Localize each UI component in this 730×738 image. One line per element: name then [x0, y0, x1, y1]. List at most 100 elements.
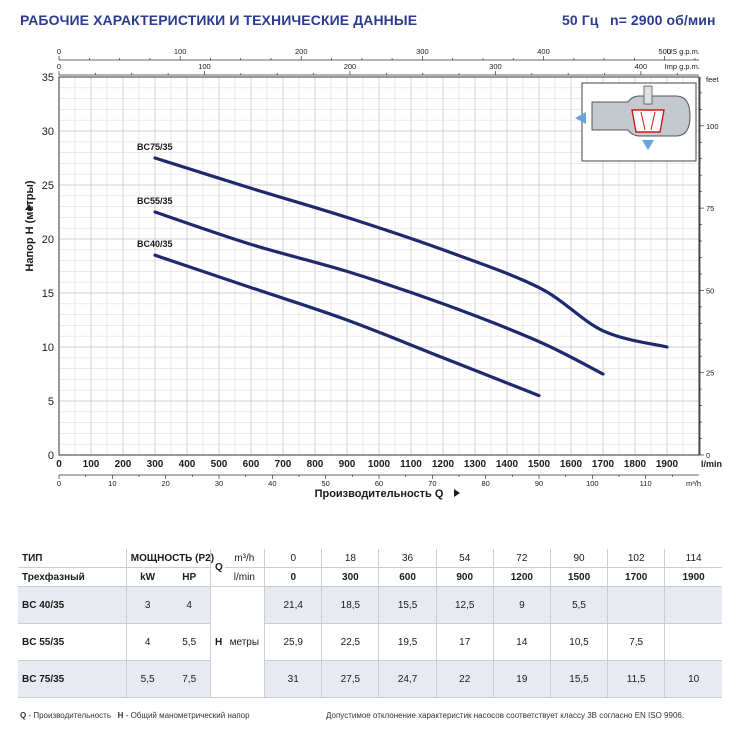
table-row: BC 75/35 5,5 7,5 31 27,5 24,7 22 19 15,5… [18, 660, 722, 698]
curve-label: BC55/35 [137, 196, 173, 206]
x-tick-label: 800 [307, 459, 324, 470]
x-tick-label: 700 [275, 459, 292, 470]
table-cell: 1700 [607, 567, 665, 587]
footer-q-text: - Производительность [26, 711, 111, 720]
feet-unit-label: feet [706, 75, 719, 84]
m3h-tick-label: 80 [481, 479, 489, 488]
usgpm-tick-label: 400 [537, 47, 550, 56]
x-unit-label: l/min [701, 459, 722, 469]
footer-note: Допустимое отклонение характеристик насо… [326, 711, 685, 720]
table-cell: 14 [492, 623, 551, 661]
y-tick-label: 10 [42, 342, 54, 354]
feet-tick-label: 75 [706, 204, 714, 213]
m3h-unit: m³/h [224, 549, 265, 568]
x-tick-label: 900 [339, 459, 356, 470]
x-tick-label: 500 [211, 459, 228, 470]
table-cell: 54 [435, 549, 494, 568]
impgpm-tick-label: 0 [57, 62, 61, 71]
page-title: РАБОЧИЕ ХАРАКТЕРИСТИКИ И ТЕХНИЧЕСКИЕ ДАН… [20, 12, 418, 28]
x-tick-label: 1000 [368, 459, 391, 470]
data-table: ТИП МОЩНОСТЬ (P2) Q m³/h 0 18 36 54 72 9… [18, 549, 722, 698]
y-tick-label: 20 [42, 234, 54, 246]
x-tick-label: 1800 [624, 459, 647, 470]
feet-tick-label: 50 [706, 286, 714, 295]
usgpm-tick-label: 300 [416, 47, 429, 56]
table-cell: 31 [264, 660, 322, 698]
impgpm-tick-label: 300 [489, 62, 502, 71]
impgpm-tick-label: 100 [198, 62, 211, 71]
type-header: ТИП [18, 549, 127, 568]
table-cell: 600 [378, 567, 437, 587]
feet-tick-label: 100 [706, 122, 719, 131]
m3h-tick-label: 90 [535, 479, 543, 488]
table-cell: 102 [607, 549, 665, 568]
table-cell: 7,5 [607, 623, 665, 661]
table-cell: 900 [435, 567, 494, 587]
hp-cell: 5,5 [168, 623, 211, 661]
table-row: BC 55/35 4 5,5 H метры 25,9 22,5 19,5 17… [18, 623, 722, 661]
footer-q-key: Q [20, 711, 27, 720]
table-cell: 18 [321, 549, 379, 568]
table-row: BC 40/35 3 4 21,4 18,5 15,5 12,5 9 5,5 [18, 586, 722, 624]
table-cell: 11,5 [607, 660, 665, 698]
h-unit: метры [229, 636, 260, 648]
x-tick-label: 1600 [560, 459, 583, 470]
footer-legend: Q - Производительность H - Общий маномет… [20, 711, 250, 720]
footer-h-key: H [117, 711, 124, 720]
table-cell: 12,5 [435, 586, 494, 624]
footer-h-text: - Общий манометрический напор [123, 711, 250, 720]
table-cell: 19 [492, 660, 551, 698]
feet-tick-label: 0 [706, 451, 710, 460]
table-cell: 1200 [492, 567, 551, 587]
table-header-row-1: ТИП МОЩНОСТЬ (P2) Q m³/h 0 18 36 54 72 9… [18, 549, 722, 587]
m3h-tick-label: 10 [108, 479, 116, 488]
q-header: Q [210, 549, 225, 587]
table-cell: 22 [435, 660, 494, 698]
table-cell [664, 623, 722, 661]
m3h-tick-label: 40 [268, 479, 276, 488]
table-cell: 15,5 [549, 660, 608, 698]
m3h-tick-label: 110 [640, 479, 652, 488]
table-cell: 25,9 [264, 623, 322, 661]
table-cell: 22,5 [321, 623, 379, 661]
x-tick-label: 100 [83, 459, 100, 470]
m3h-tick-label: 70 [428, 479, 436, 488]
table-cell: 90 [549, 549, 608, 568]
table-cell: 300 [321, 567, 379, 587]
hp-cell: 4 [168, 586, 211, 624]
x-tick-label: 1700 [592, 459, 615, 470]
y-axis-arrow-icon [25, 204, 33, 210]
x-tick-label: 1300 [464, 459, 487, 470]
plot-frame [58, 76, 700, 456]
lmin-unit: l/min [224, 567, 265, 587]
x-tick-label: 600 [243, 459, 260, 470]
feet-tick-label: 25 [706, 369, 714, 378]
x-tick-label: 1200 [432, 459, 455, 470]
frequency-label: 50 Гц [562, 12, 599, 28]
pump-diagram-icon [575, 82, 697, 162]
impgpm-tick-label: 200 [344, 62, 357, 71]
table-cell: 17 [435, 623, 494, 661]
y-tick-label: 30 [42, 126, 54, 138]
table-cell [664, 586, 722, 624]
m3h-tick-label: 60 [375, 479, 383, 488]
model-cell: BC 40/35 [18, 586, 127, 624]
table-cell: 10,5 [549, 623, 608, 661]
x-tick-label: 400 [179, 459, 196, 470]
table-cell: 9 [492, 586, 551, 624]
kw-cell: 3 [125, 586, 169, 624]
y-tick-label: 0 [48, 450, 54, 462]
table-cell: 19,5 [378, 623, 437, 661]
m3h-tick-label: 0 [57, 479, 61, 488]
usgpm-tick-label: 100 [174, 47, 187, 56]
usgpm-tick-label: 0 [57, 47, 61, 56]
kw-header: kW [125, 567, 169, 587]
table-cell: 1900 [664, 567, 722, 587]
speed-label: n= 2900 об/мин [610, 12, 716, 28]
impgpm-tick-label: 400 [635, 62, 648, 71]
table-cell: 1500 [549, 567, 608, 587]
table-cell [607, 586, 665, 624]
model-cell: BC 75/35 [18, 660, 127, 698]
x-tick-label: 300 [147, 459, 164, 470]
table-cell: 18,5 [321, 586, 379, 624]
